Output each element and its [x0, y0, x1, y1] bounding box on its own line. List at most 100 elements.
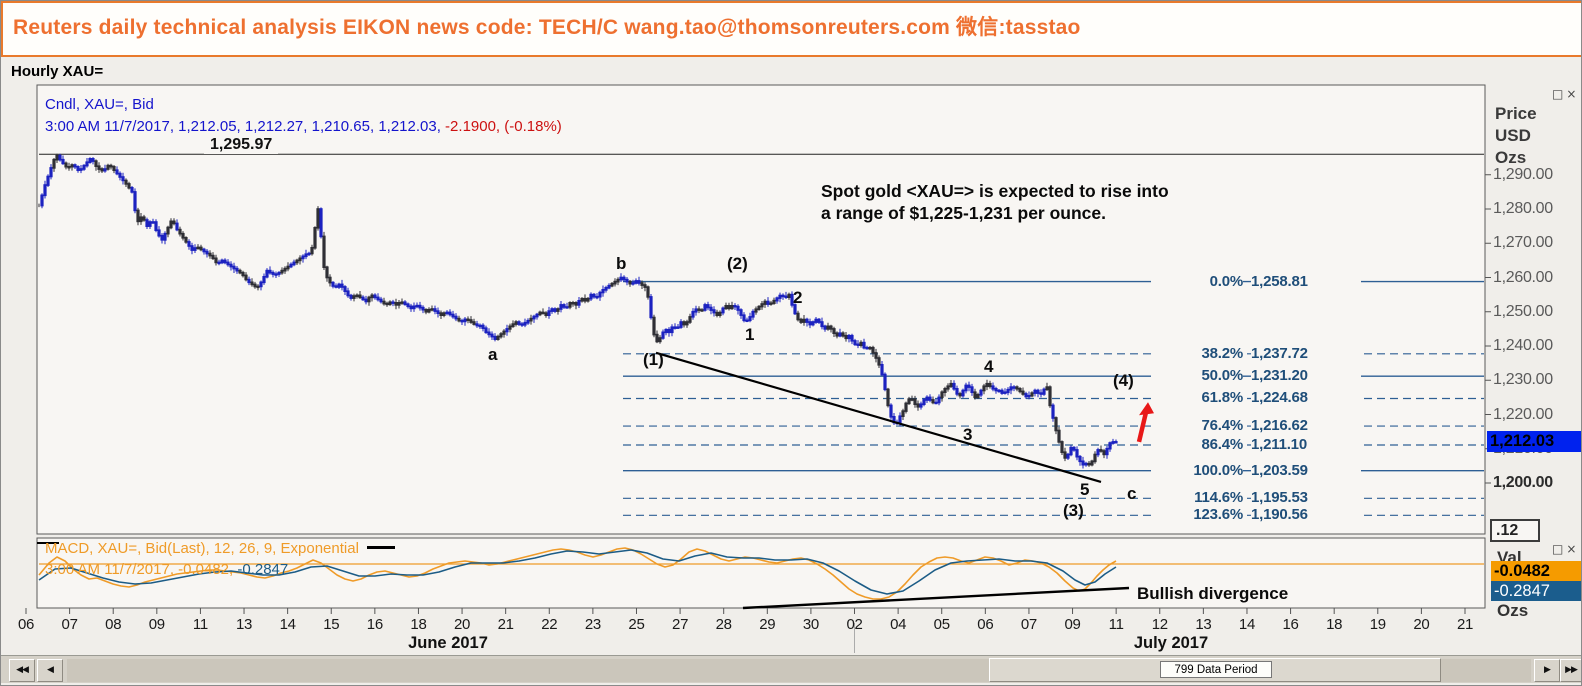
x-tick-label: 06: [977, 616, 994, 633]
x-tick-label: 16: [1282, 616, 1299, 633]
fib-pct-label: 86.4%: [1151, 434, 1243, 455]
x-tick-label: 30: [802, 616, 819, 633]
y-tick-label: 1,270.00: [1493, 234, 1553, 252]
x-tick-label: 07: [1020, 616, 1037, 633]
x-tick-label: 19: [1369, 616, 1386, 633]
macd-legend-values: 3:00 AM 11/7/2017, -0.0482, -0.2847: [45, 561, 288, 578]
x-tick-label: 29: [759, 616, 776, 633]
header-bar: Reuters daily technical analysis EIKON n…: [1, 1, 1581, 57]
forecast-annotation-line1: Spot gold <XAU=> is expected to rise int…: [821, 181, 1169, 201]
candles-layer: [38, 153, 1118, 469]
x-tick-label: 13: [1195, 616, 1212, 633]
fib-price-label: 1,258.81: [1251, 271, 1361, 292]
x-tick-label: 18: [1326, 616, 1343, 633]
y-tick-label: 1,220.00: [1493, 405, 1553, 423]
y-tick-label: 1,240.00: [1493, 337, 1553, 354]
axis-title-usd: USD: [1495, 126, 1531, 145]
month-label-july: July 2017: [1133, 634, 1209, 652]
month-label-june: June 2017: [408, 634, 488, 652]
scroll-left-button[interactable]: ◀: [37, 659, 63, 682]
x-tick-label: 28: [715, 616, 732, 633]
fib-price-label: 1,231.20: [1251, 366, 1361, 387]
fib-price-label: 1,211.10: [1251, 434, 1361, 455]
price-pane: [36, 84, 1486, 535]
fib-pct-label: 50.0%: [1151, 366, 1243, 387]
clipped-price-label: .12: [1490, 519, 1540, 542]
fib-price-label: 1,224.68: [1251, 388, 1361, 409]
price-pane-window-controls: □×: [1552, 87, 1579, 101]
x-tick-label: 06: [17, 616, 35, 633]
fib-price-label: 1,216.62: [1251, 416, 1361, 437]
x-tick-label: 20: [454, 616, 471, 633]
wave-label-2: 2: [793, 288, 803, 307]
macd-value-badge: -0.0482: [1491, 561, 1581, 581]
wave-label-c: c: [1127, 484, 1137, 503]
macd-axis-ozs-label: Ozs: [1497, 601, 1529, 620]
macd-sample-line-icon: [366, 546, 395, 549]
fib-pct-label: 76.4%: [1151, 416, 1243, 437]
y-tick-label: 1,280.00: [1493, 200, 1553, 217]
maximize-icon[interactable]: □: [1552, 87, 1567, 101]
fib-pct-label: 123.6%: [1151, 505, 1243, 526]
x-tick-label: 27: [672, 616, 689, 633]
x-tick-label: 14: [279, 616, 296, 633]
wave-label-2: (2): [727, 254, 748, 273]
price-trendline: [655, 351, 1102, 484]
x-tick-label: 15: [323, 616, 340, 633]
up-arrow-icon: [1136, 411, 1149, 443]
macd-pane: [36, 537, 1486, 609]
wave-label-4: (4): [1113, 371, 1134, 390]
fib-pct-label: 100.0%: [1151, 460, 1243, 481]
price-legend-quote: 3:00 AM 11/7/2017, 1,212.05, 1,212.27, 1…: [45, 118, 562, 135]
x-tick-label: 16: [366, 616, 383, 633]
x-tick-label: 09: [1064, 616, 1081, 633]
fib-price-label: 1,237.72: [1251, 343, 1361, 364]
x-tick-label: 13: [235, 616, 253, 633]
wave-label-1: (1): [643, 350, 664, 369]
axis-title-ozs: Ozs: [1495, 148, 1527, 167]
x-tick-label: 21: [497, 616, 514, 633]
x-tick-label: 21: [1456, 616, 1474, 633]
up-arrow-head-icon: [1139, 402, 1154, 416]
macd-legend-series: MACD, XAU=, Bid(Last), 12, 26, 9, Expone…: [45, 540, 395, 557]
fib-pct-label: 38.2%: [1151, 343, 1243, 364]
scroll-left-fast-button[interactable]: ◀◀: [9, 659, 35, 682]
current-price-badge: 1,212.03: [1487, 431, 1581, 452]
close-icon[interactable]: ×: [1566, 87, 1580, 101]
wave-label-a: a: [488, 345, 498, 364]
x-tick-label: 11: [192, 616, 208, 633]
macd-series-macd: [38, 547, 1117, 600]
macd-legend-text: MACD, XAU=, Bid(Last), 12, 26, 9, Expone…: [45, 540, 359, 557]
scroll-right-fast-button[interactable]: ▶▶: [1560, 659, 1581, 682]
y-tick-label: 1,260.00: [1493, 268, 1553, 286]
signal-value-badge: -0.2847: [1491, 581, 1581, 601]
x-tick-label: 04: [890, 616, 907, 633]
x-tick-label: 23: [584, 616, 601, 633]
divergence-annotation: Bullish divergence: [1137, 584, 1289, 603]
wave-label-3: (3): [1063, 501, 1084, 520]
x-tick-label: 07: [61, 616, 78, 633]
maximize-icon[interactable]: □: [1552, 542, 1567, 556]
x-tick-label: 18: [410, 616, 427, 633]
price-legend-series: Cndl, XAU=, Bid: [45, 96, 154, 113]
x-tick-label: 22: [541, 616, 558, 633]
macd-series-signal: [38, 549, 1117, 595]
x-tick-label: 11: [1108, 616, 1124, 633]
price-legend-ohlc: 3:00 AM 11/7/2017, 1,212.05, 1,212.27, 1…: [45, 118, 441, 135]
scroll-right-button[interactable]: ▶: [1534, 659, 1560, 682]
x-tick-label: 25: [628, 616, 645, 633]
x-tick-label: 12: [1151, 616, 1168, 633]
divergence-trendline: [742, 586, 1130, 610]
horizontal-scrollbar: ◀◀ ◀ 799 Data Period ▶ ▶▶: [1, 655, 1581, 683]
y-tick-label: 1,230.00: [1493, 371, 1553, 389]
price-legend-change: -2.1900, (-0.18%): [440, 118, 562, 135]
close-icon[interactable]: ×: [1566, 542, 1580, 556]
x-tick-label: 02: [846, 616, 863, 633]
fib-pct-label: 61.8%: [1151, 388, 1243, 409]
y-tick-label: 1,200.00: [1493, 474, 1553, 491]
chart-title: Hourly XAU=: [11, 63, 104, 80]
wave-label-5: 5: [1080, 480, 1090, 499]
fib-pct-label: 114.6%: [1151, 488, 1243, 509]
wave-label-3: 3: [963, 425, 973, 444]
